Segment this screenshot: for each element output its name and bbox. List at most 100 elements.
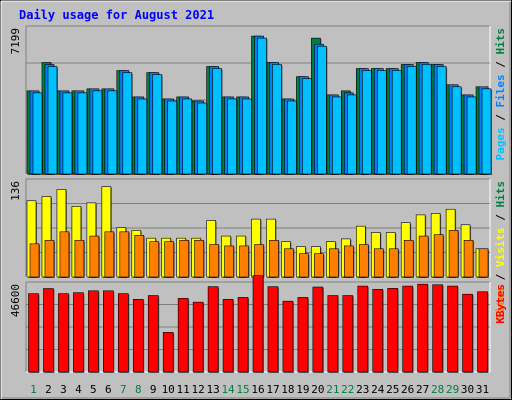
bar-kbytes bbox=[103, 290, 114, 373]
bar-pages bbox=[347, 94, 357, 175]
bar-kbytes bbox=[297, 297, 309, 373]
bar-sites bbox=[433, 234, 444, 278]
day-label: 14 bbox=[221, 383, 235, 396]
bar-pages bbox=[317, 45, 327, 175]
bar-kbytes bbox=[372, 288, 384, 373]
day-label: 27 bbox=[416, 383, 429, 396]
day-label: 15 bbox=[236, 383, 249, 396]
bar-sites bbox=[224, 245, 234, 278]
bar-sites bbox=[329, 248, 339, 278]
bar-kbytes bbox=[147, 295, 159, 373]
bar-pages bbox=[62, 92, 73, 175]
legend: KBytes bbox=[494, 284, 507, 324]
bar-sites bbox=[104, 231, 115, 278]
top-panel: 7199 Pages / Files / Hits bbox=[9, 25, 507, 176]
bar-sites bbox=[209, 244, 219, 278]
bar-pages bbox=[152, 74, 163, 175]
bar-sites bbox=[164, 241, 175, 278]
bar-sites bbox=[59, 231, 70, 278]
day-label: 8 bbox=[135, 383, 142, 396]
bar-pages bbox=[77, 92, 88, 175]
bar-pages bbox=[182, 98, 192, 175]
bar-kbytes bbox=[43, 288, 54, 373]
middle-panel: 136 Sites / Visits / Hits bbox=[9, 178, 507, 320]
bar-pages bbox=[47, 66, 58, 175]
bar-sites bbox=[448, 230, 459, 278]
day-label: 6 bbox=[105, 383, 112, 396]
bar-pages bbox=[466, 96, 477, 175]
bar-kbytes bbox=[192, 301, 204, 373]
day-label: 30 bbox=[461, 383, 474, 396]
bar-kbytes bbox=[282, 300, 294, 373]
bar-pages bbox=[481, 88, 492, 175]
bar-pages bbox=[257, 37, 267, 175]
bar-pages bbox=[212, 68, 222, 175]
chart-title: Daily usage for August 2021 bbox=[19, 8, 214, 22]
day-label: 24 bbox=[371, 383, 385, 396]
bar-sites bbox=[119, 231, 130, 278]
bar-pages bbox=[92, 90, 103, 175]
bar-kbytes bbox=[402, 285, 413, 373]
legend-hits: Hits bbox=[494, 28, 507, 55]
bar-sites bbox=[284, 248, 294, 278]
day-label: 29 bbox=[446, 383, 459, 396]
bar-kbytes bbox=[312, 286, 324, 373]
bar-kbytes bbox=[357, 285, 369, 373]
bar-sites bbox=[314, 253, 324, 278]
bar-sites bbox=[299, 253, 309, 278]
day-label: 21 bbox=[326, 383, 339, 396]
bar-sites bbox=[239, 245, 249, 278]
day-label: 3 bbox=[60, 383, 67, 396]
bar-sites bbox=[89, 235, 100, 278]
day-label: 28 bbox=[431, 383, 444, 396]
bar-pages bbox=[227, 98, 237, 175]
bar-sites bbox=[254, 244, 264, 278]
bar-sites bbox=[44, 239, 55, 278]
bar-pages bbox=[32, 92, 43, 175]
day-label: 7 bbox=[120, 383, 127, 396]
day-label: 20 bbox=[311, 383, 324, 396]
day-label: 22 bbox=[341, 383, 354, 396]
bar-kbytes bbox=[117, 293, 129, 373]
bar-sites bbox=[74, 239, 85, 278]
bar-sites bbox=[418, 235, 429, 278]
bar-kbytes bbox=[267, 286, 279, 373]
bar-kbytes bbox=[177, 298, 189, 373]
legend-pages: Pages bbox=[494, 127, 507, 160]
day-label: 9 bbox=[150, 383, 157, 396]
bar-kbytes bbox=[28, 293, 39, 373]
legend-sites: Sites bbox=[494, 287, 507, 320]
legend-kbytes: KBytes bbox=[494, 284, 507, 324]
bar-kbytes bbox=[252, 275, 264, 373]
y-max-label: 46600 bbox=[9, 284, 22, 317]
day-label: 11 bbox=[177, 383, 190, 396]
bar-pages bbox=[376, 70, 387, 175]
bar-sites bbox=[344, 245, 354, 278]
bar-kbytes bbox=[162, 332, 174, 373]
bar-kbytes bbox=[207, 286, 219, 373]
bar-pages bbox=[242, 98, 252, 175]
bar-pages bbox=[287, 100, 297, 175]
y-max-label: 136 bbox=[9, 181, 22, 201]
day-label: 1 bbox=[30, 383, 37, 396]
legend-files: Files bbox=[494, 74, 507, 107]
day-label: 25 bbox=[386, 383, 399, 396]
bar-sites bbox=[403, 239, 414, 278]
legend-separator: / bbox=[494, 55, 507, 75]
legend-separator: / bbox=[494, 108, 507, 128]
bar-kbytes bbox=[417, 283, 428, 373]
day-label: 10 bbox=[162, 383, 175, 396]
bar-kbytes bbox=[132, 298, 144, 373]
day-label: 31 bbox=[476, 383, 489, 396]
bar-sites bbox=[29, 243, 40, 278]
bar-kbytes bbox=[222, 298, 234, 373]
bar-sites bbox=[179, 239, 189, 278]
day-label: 13 bbox=[206, 383, 219, 396]
day-label: 17 bbox=[266, 383, 279, 396]
y-max-label: 7199 bbox=[9, 28, 22, 55]
bar-sites bbox=[373, 248, 384, 278]
bar-pages bbox=[302, 78, 312, 175]
bar-pages bbox=[436, 66, 447, 175]
day-label: 26 bbox=[401, 383, 414, 396]
bar-pages bbox=[167, 100, 178, 175]
